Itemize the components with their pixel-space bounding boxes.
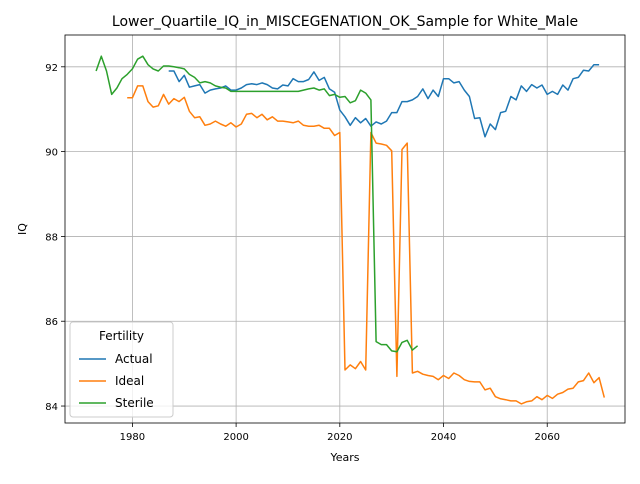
x-tick-label: 2020 — [327, 432, 352, 443]
x-tick-label: 2040 — [431, 432, 456, 443]
y-tick-label: 92 — [45, 63, 58, 74]
series-line-ideal — [127, 86, 604, 404]
x-tick-label: 2060 — [534, 432, 559, 443]
x-tick-label: 1980 — [120, 432, 145, 443]
chart-title: Lower_Quartile_IQ_in_MISCEGENATION_OK_Sa… — [112, 14, 578, 30]
legend-label-actual: Actual — [115, 352, 153, 366]
legend-label-sterile: Sterile — [115, 396, 154, 410]
y-tick-label: 90 — [45, 148, 58, 159]
y-tick-label: 84 — [45, 402, 58, 413]
y-axis-label: IQ — [16, 223, 29, 235]
legend-label-ideal: Ideal — [115, 374, 144, 388]
series-line-actual — [169, 65, 599, 137]
x-tick-label: 2000 — [223, 432, 248, 443]
y-tick-label: 88 — [45, 232, 58, 243]
legend-title: Fertility — [99, 329, 144, 343]
y-tick-label: 86 — [45, 317, 58, 328]
x-axis-label: Years — [329, 451, 359, 464]
legend: Fertility Actual Ideal Sterile — [70, 322, 173, 417]
